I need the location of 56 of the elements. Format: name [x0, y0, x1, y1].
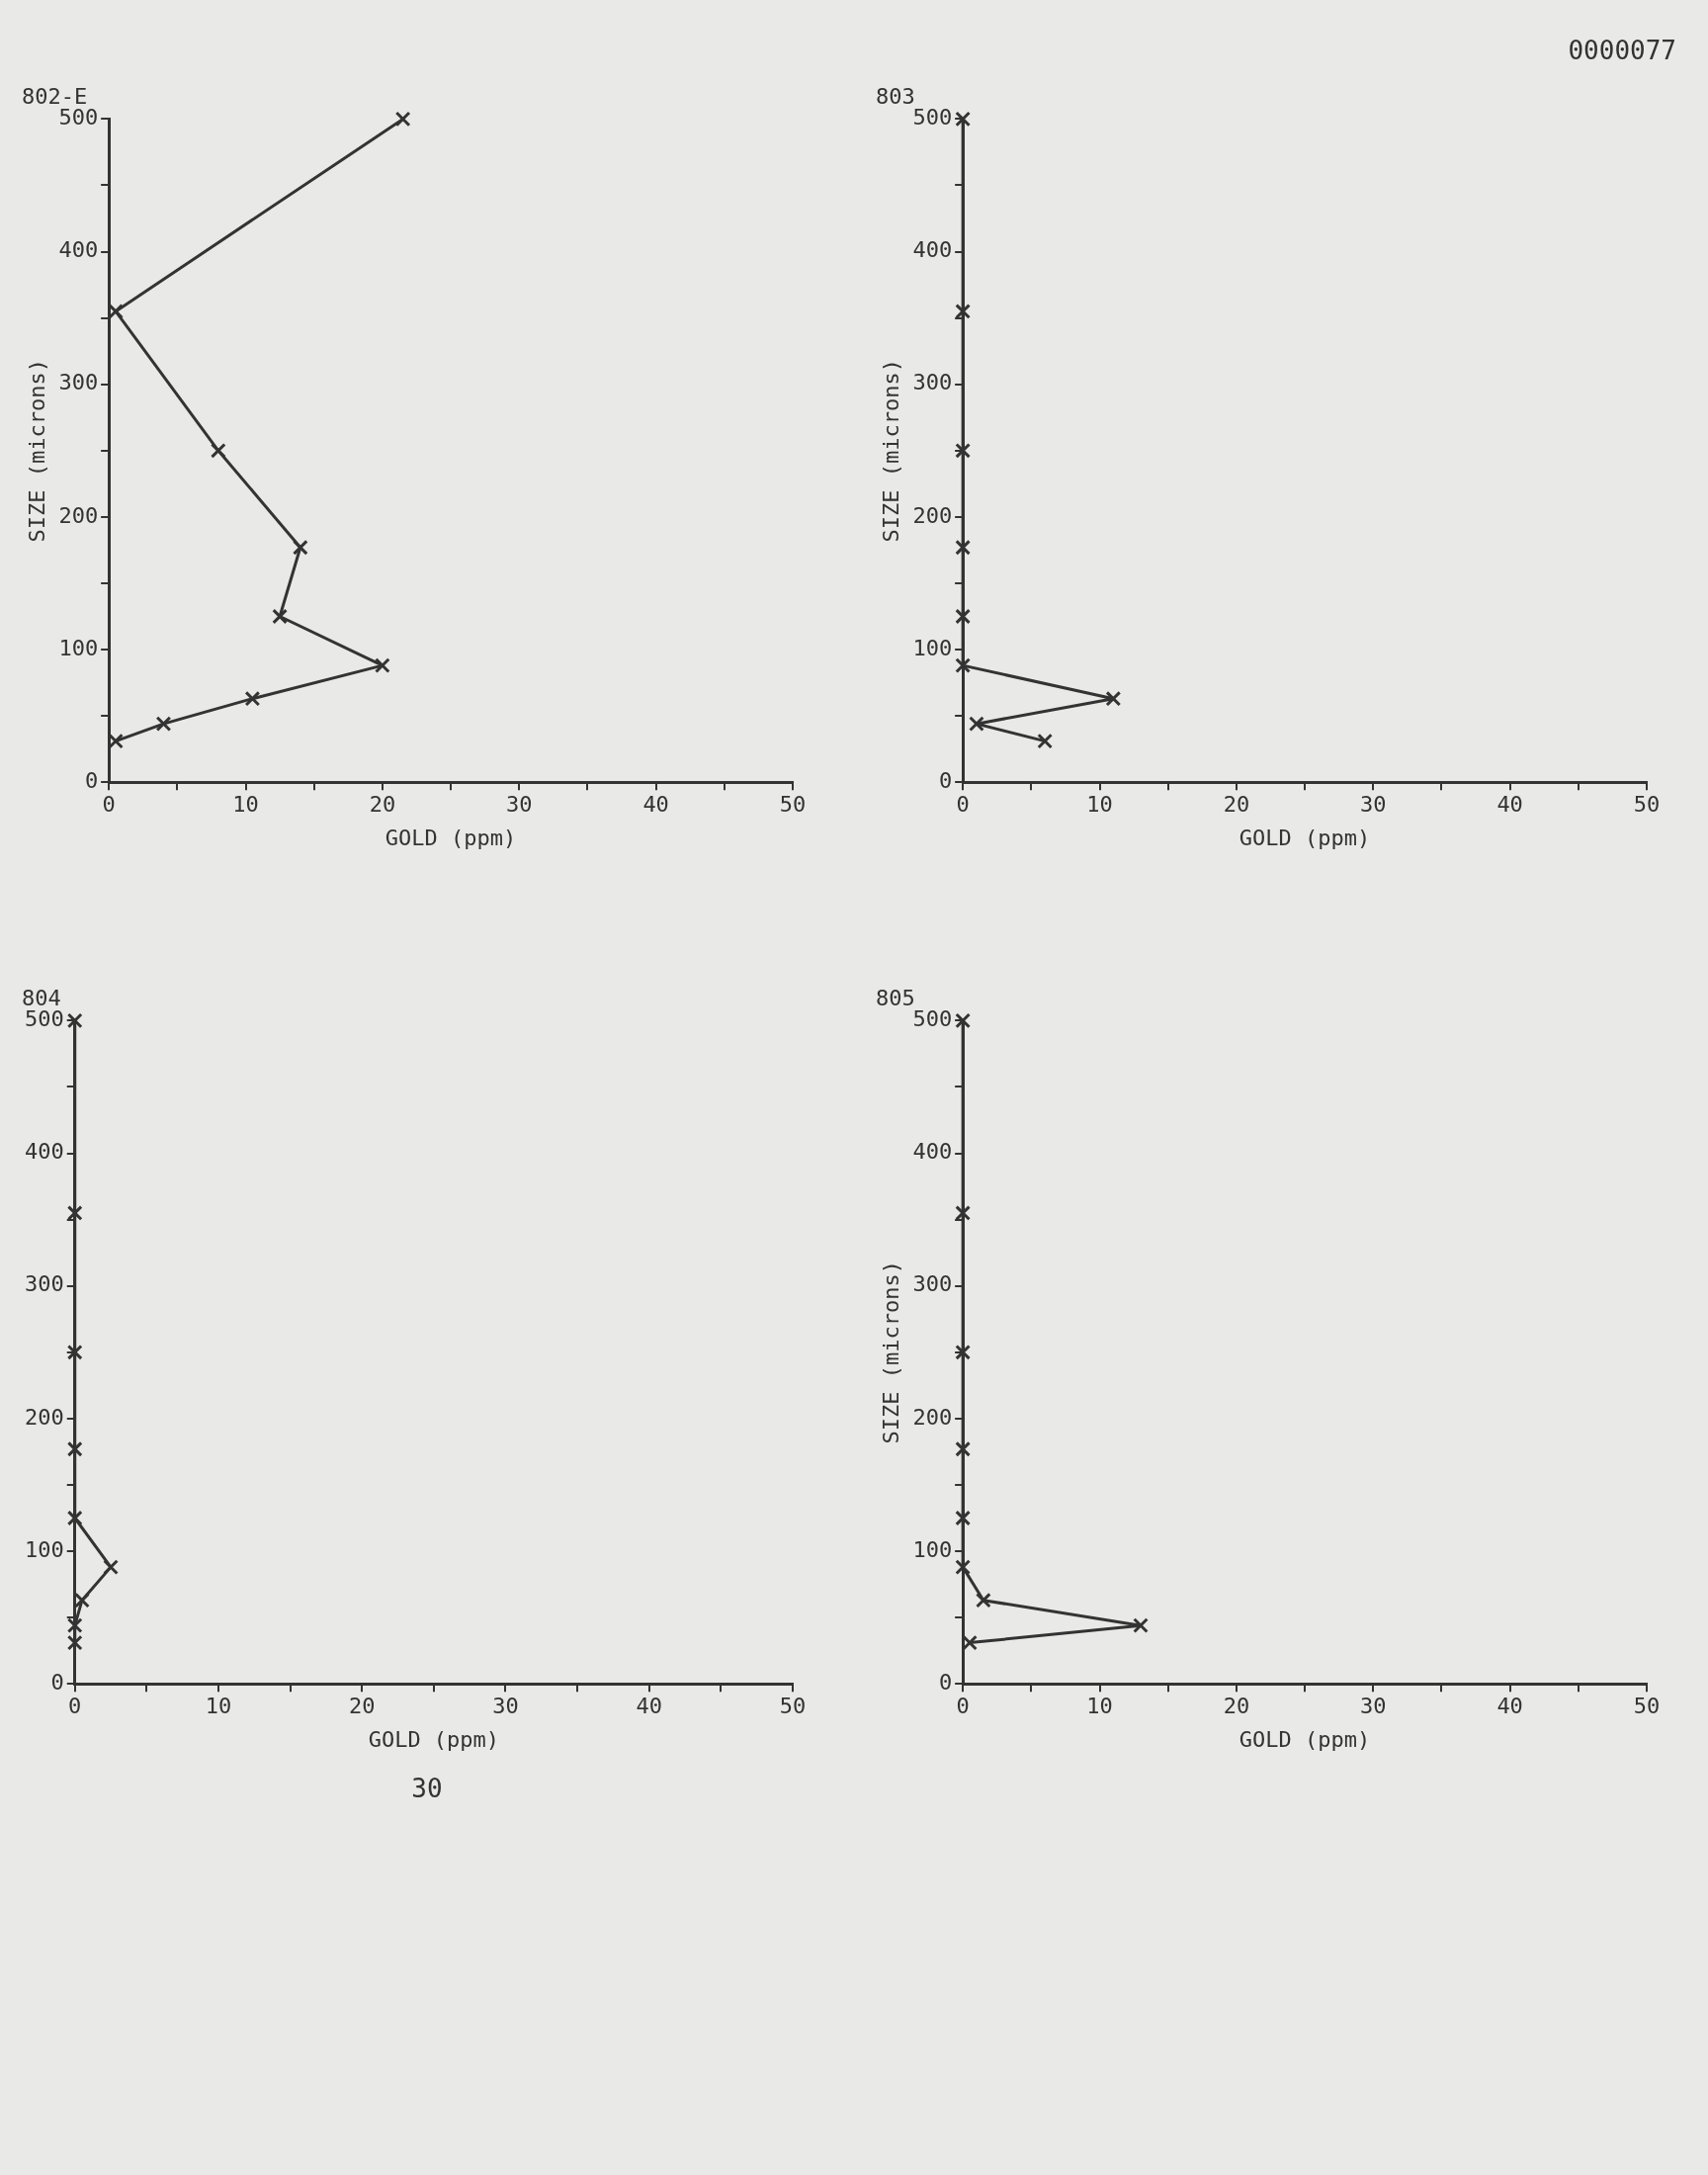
x-axis-title: GOLD (ppm): [368, 1726, 500, 1752]
y-tick-label: 300: [912, 370, 953, 395]
text: 30: [411, 1774, 443, 1803]
y-tick-label: 400: [912, 1139, 953, 1165]
x-tick-label: 20: [369, 792, 396, 818]
x-tick-label: 50: [779, 1694, 807, 1719]
x-tick-label: 10: [1086, 792, 1113, 818]
y-tick-label: 500: [912, 105, 953, 130]
x-tick-label: 30: [1360, 1694, 1387, 1719]
y-axis-title: SIZE (microns): [24, 359, 49, 543]
x-tick-label: 40: [1496, 792, 1523, 818]
y-tick-label: 0: [84, 767, 99, 793]
x-tick-label: 50: [1633, 792, 1661, 818]
y-tick-label: 0: [938, 767, 953, 793]
x-tick-label: 20: [348, 1694, 376, 1719]
x-axis-title: GOLD (ppm): [1238, 825, 1371, 850]
y-axis-title: SIZE (microns): [878, 1261, 903, 1444]
y-tick-label: 100: [58, 635, 99, 660]
y-tick-label: 400: [58, 237, 99, 263]
x-tick-label: 10: [205, 1694, 232, 1719]
x-axis-title: GOLD (ppm): [1238, 1726, 1371, 1752]
y-tick-label: 200: [912, 1404, 953, 1430]
x-tick-label: 20: [1223, 792, 1250, 818]
y-tick-label: 200: [58, 502, 99, 528]
x-tick-label: 50: [1633, 1694, 1661, 1719]
y-tick-label: 100: [912, 1536, 953, 1562]
x-tick-label: 10: [1086, 1694, 1113, 1719]
x-tick-label: 0: [102, 792, 116, 818]
x-tick-label: 20: [1223, 1694, 1250, 1719]
x-tick-label: 40: [1496, 1694, 1523, 1719]
x-tick-label: 30: [506, 792, 533, 818]
y-tick-label: 400: [24, 1139, 64, 1165]
x-axis-title: GOLD (ppm): [384, 825, 517, 850]
text: 0000077: [1568, 36, 1676, 65]
x-tick-label: 0: [956, 792, 970, 818]
y-tick-label: 100: [24, 1536, 64, 1562]
y-axis-title: SIZE (microns): [878, 359, 903, 543]
y-tick-label: 200: [912, 502, 953, 528]
x-tick-label: 40: [636, 1694, 662, 1719]
chart-title: 803: [876, 83, 915, 109]
y-tick-label: 300: [58, 370, 99, 395]
y-tick-label: 200: [24, 1404, 64, 1430]
y-tick-label: 300: [912, 1271, 953, 1297]
x-tick-label: 40: [642, 792, 669, 818]
y-tick-label: 0: [50, 1669, 64, 1695]
x-tick-label: 10: [232, 792, 259, 818]
y-tick-label: 500: [912, 1006, 953, 1032]
x-tick-label: 0: [956, 1694, 970, 1719]
y-tick-label: 100: [912, 635, 953, 660]
chart-title: 805: [876, 985, 915, 1010]
x-tick-label: 30: [1360, 792, 1387, 818]
x-tick-label: 50: [779, 792, 807, 818]
y-tick-label: 400: [912, 237, 953, 263]
y-tick-label: 300: [24, 1271, 64, 1297]
x-tick-label: 30: [492, 1694, 519, 1719]
y-tick-label: 0: [938, 1669, 953, 1695]
